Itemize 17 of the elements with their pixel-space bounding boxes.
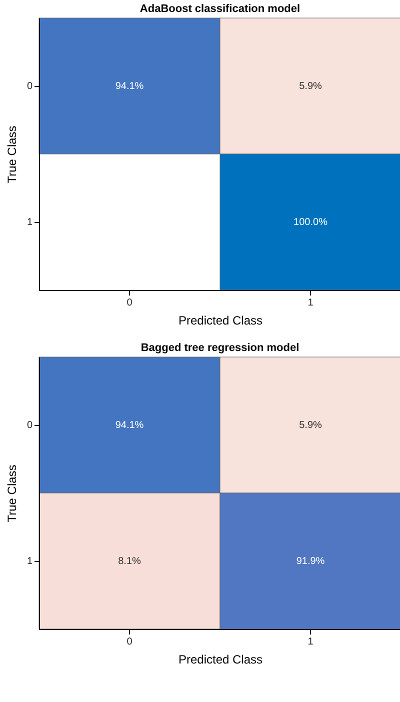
data-label: 91.9% — [296, 556, 325, 567]
data-label: 5.9% — [299, 81, 322, 92]
y-axis-title: True Class — [4, 126, 19, 184]
y-tick-label: 0 — [26, 420, 33, 431]
y-tick-label: 1 — [26, 556, 33, 567]
data-label: 94.1% — [115, 81, 144, 92]
x-axis-title: Predicted Class — [178, 652, 263, 666]
y-tick-label: 0 — [26, 81, 33, 92]
x-axis-title: Predicted Class — [178, 314, 263, 328]
chart-title: Bagged tree regression model — [140, 342, 300, 354]
data-label: 100.0% — [294, 217, 328, 228]
y-axis-title: True Class — [4, 464, 19, 522]
data-label: 5.9% — [299, 420, 322, 431]
y-tick-label: 1 — [26, 217, 33, 228]
data-label: 8.1% — [118, 556, 142, 567]
chart-title: AdaBoost classification model — [140, 2, 300, 15]
data-label: 94.1% — [115, 420, 144, 431]
